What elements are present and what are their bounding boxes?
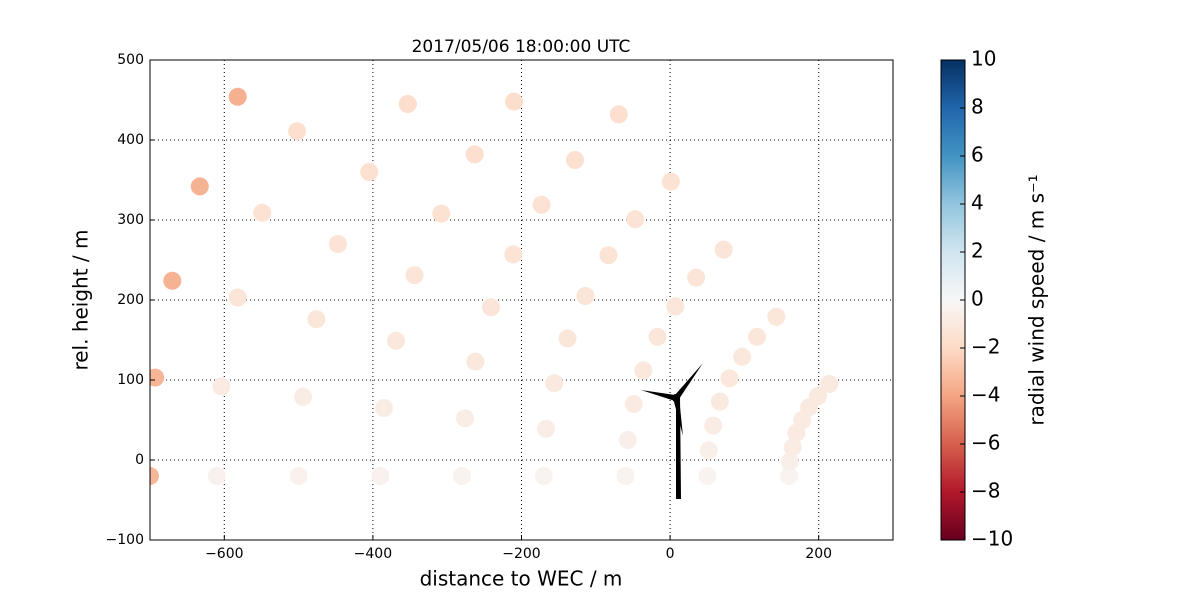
scatter-points [150,87,839,485]
data-point [748,327,767,346]
data-point [163,271,182,290]
grid [150,59,893,541]
data-point [405,266,424,285]
data-point [398,95,417,113]
data-point [783,438,802,457]
data-point [661,172,680,191]
y-tick-label: 500 [117,52,144,68]
x-tick-label: −600 [205,546,243,562]
data-point [648,327,667,346]
y-tick-label: 100 [117,372,144,388]
colorbar-tick-label: 2 [971,239,984,263]
colorbar-tick-label: 0 [971,287,984,311]
colorbar-tick-label: −10 [971,527,1013,551]
y-tick-label: −100 [106,532,144,548]
colorbar-tick-label: −4 [971,383,1000,407]
colorbar-tick-label: −8 [971,479,1000,503]
data-point [626,210,645,229]
data-point [228,288,247,307]
data-point [532,195,551,214]
data-point [666,297,685,316]
x-tick-label: −400 [354,546,392,562]
y-tick-label: 400 [117,132,144,148]
turbine [641,363,703,499]
data-point [150,467,159,485]
y-tick-label: 0 [135,452,144,468]
y-tick-label: 200 [117,292,144,308]
data-point [307,310,326,329]
data-point [534,467,553,485]
data-point [576,287,595,305]
data-point [505,92,524,111]
x-tick-label: −200 [502,546,540,562]
data-point [375,399,394,417]
data-point [558,329,577,348]
data-point [482,298,501,317]
data-point [466,352,485,371]
data-point [767,307,786,326]
data-point [328,235,347,253]
data-point [288,122,307,141]
data-point [698,467,717,485]
data-point [150,368,165,387]
data-point [808,387,827,405]
data-point [294,387,313,406]
colorbar-label: radial wind speed / m s⁻¹ [1025,174,1049,425]
data-point [212,377,231,396]
data-point [704,416,723,435]
data-point [289,467,308,485]
data-point [616,467,635,485]
colorbar-tick-label: 4 [971,191,984,215]
data-point [253,203,272,222]
data-point [634,361,653,380]
data-point [779,467,798,485]
data-point [504,245,523,264]
y-tick-label: 300 [117,212,144,228]
colorbar-tick-label: 6 [971,143,984,167]
data-point [207,467,226,485]
data-point [360,163,379,181]
data-point [371,467,390,485]
data-point [618,431,637,449]
data-point [624,395,643,413]
data-point [465,145,484,164]
colorbar-tick-label: −6 [971,431,1000,455]
data-point [710,392,729,411]
data-point [453,467,472,485]
x-axis-label: distance to WEC / m [420,567,623,591]
data-point [714,240,733,259]
data-point [720,369,739,388]
axes: −600 −400 −200 0 200−1000100200300400500−10−… [106,47,1014,563]
data-point [780,452,799,471]
data-point [386,331,405,350]
data-point [609,105,628,124]
data-point [687,268,706,287]
colorbar-tick-label: 8 [971,95,984,119]
colorbar-tick-label: −2 [971,335,1000,359]
data-point [820,375,839,393]
data-point [599,246,618,265]
data-point [432,204,451,223]
data-point [190,177,209,196]
chart-title: 2017/05/06 18:00:00 UTC [412,37,631,57]
data-point [565,151,584,169]
y-axis-label: rel. height / m [69,229,93,370]
colorbar-tick-label: 10 [971,47,996,71]
x-tick-label: 0 [666,546,675,562]
data-point [456,409,475,428]
x-tick-label: 200 [805,546,832,562]
data-point [537,419,556,438]
data-point [699,441,718,460]
data-point [228,87,247,106]
data-point [733,347,752,366]
data-point [545,374,564,393]
